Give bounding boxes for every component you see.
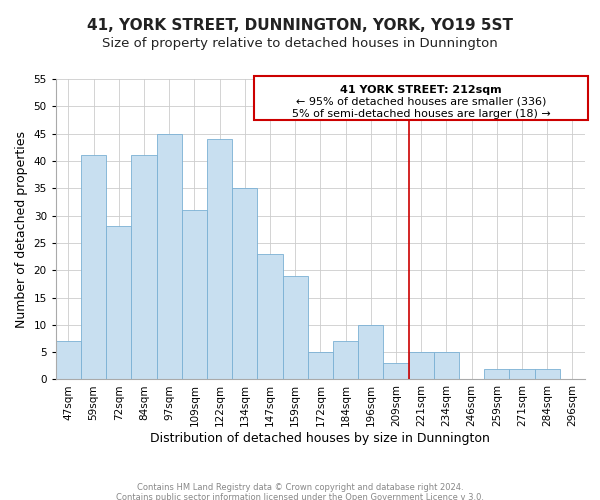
Text: Contains HM Land Registry data © Crown copyright and database right 2024.: Contains HM Land Registry data © Crown c… [137, 482, 463, 492]
Bar [182, 210, 207, 380]
Y-axis label: Number of detached properties: Number of detached properties [15, 130, 28, 328]
Bar [383, 363, 409, 380]
Text: 41 YORK STREET: 212sqm: 41 YORK STREET: 212sqm [340, 85, 502, 95]
Bar [257, 254, 283, 380]
X-axis label: Distribution of detached houses by size in Dunnington: Distribution of detached houses by size … [151, 432, 490, 445]
Bar [358, 325, 383, 380]
Text: ← 95% of detached houses are smaller (336): ← 95% of detached houses are smaller (33… [296, 97, 546, 107]
Bar [409, 352, 434, 380]
Bar [283, 276, 308, 380]
Bar [56, 341, 81, 380]
Bar [232, 188, 257, 380]
Bar [484, 368, 509, 380]
Bar [81, 156, 106, 380]
Text: Contains public sector information licensed under the Open Government Licence v : Contains public sector information licen… [116, 492, 484, 500]
Bar [157, 134, 182, 380]
Bar [333, 341, 358, 380]
Bar [106, 226, 131, 380]
Bar [509, 368, 535, 380]
Bar [535, 368, 560, 380]
Bar [434, 352, 459, 380]
Text: Size of property relative to detached houses in Dunnington: Size of property relative to detached ho… [102, 38, 498, 51]
Bar [207, 139, 232, 380]
Bar [308, 352, 333, 380]
Bar [131, 156, 157, 380]
Text: 41, YORK STREET, DUNNINGTON, YORK, YO19 5ST: 41, YORK STREET, DUNNINGTON, YORK, YO19 … [87, 18, 513, 32]
Text: 5% of semi-detached houses are larger (18) →: 5% of semi-detached houses are larger (1… [292, 109, 550, 119]
